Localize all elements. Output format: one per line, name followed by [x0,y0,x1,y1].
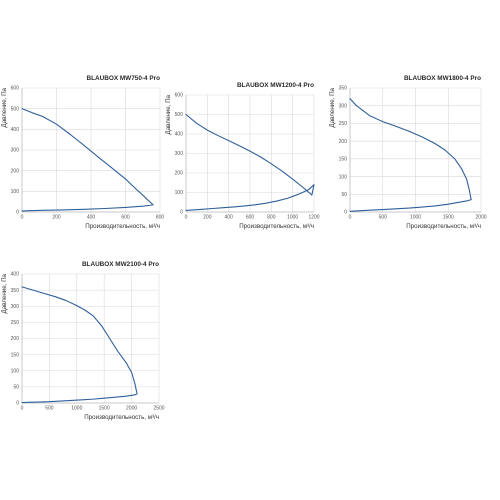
y-tick-label: 300 [11,304,20,310]
y-tick-label: 300 [11,148,20,154]
y-tick-label: 50 [341,192,347,198]
y-tick-label: 100 [11,368,20,374]
y-tick-label: 350 [11,288,20,294]
y-tick-label: 0 [180,210,183,216]
x-tick-label: 1500 [443,215,454,221]
y-tick-label: 200 [11,336,20,342]
y-tick-label: 300 [175,151,184,157]
y-tick-label: 0 [16,210,19,216]
chart-grid [349,87,482,213]
x-tick-label: 0 [21,215,24,221]
x-tick-label: 1000 [287,215,298,221]
chart-grid [21,87,161,213]
y-tick-label: 400 [11,272,20,278]
y-tick-label: 150 [11,352,20,358]
x-tick-label: 2000 [475,215,486,221]
x-tick-label: 1200 [308,215,319,221]
x-axis-title: Производительность, м³/ч [239,223,314,230]
y-axis-title: Давление, Па [1,273,8,313]
x-tick-label: 2000 [126,406,137,412]
y-tick-label: 350 [339,86,348,92]
y-tick-label: 200 [339,139,348,145]
x-tick-label: 1000 [71,406,82,412]
x-axis-title: Производительность, м³/ч [84,414,159,421]
y-tick-label: 250 [339,121,348,127]
chart-title: BLAUBOX MW1800-4 Pro [404,75,481,82]
y-axis-title: Давление, Па [329,87,336,127]
y-tick-label: 600 [11,86,20,92]
y-tick-label: 0 [16,401,19,407]
chart-3: 0 500 1000 1500 2000 0 50 100 150 200 250 300 350 BLA… [329,75,487,230]
x-tick-label: 500 [45,406,54,412]
y-tick-label: 600 [175,93,184,99]
chart-title: BLAUBOX MW1200-4 Pro [237,82,314,89]
y-tick-label: 100 [11,189,20,195]
y-tick-label: 0 [344,210,347,216]
chart-title: BLAUBOX MW750-4 Pro [86,75,160,82]
x-tick-label: 0 [21,406,24,412]
chart-grid [185,94,315,213]
y-tick-label: 500 [175,112,184,118]
x-tick-label: 400 [87,215,96,221]
y-tick-label: 200 [175,171,184,177]
series-line-1 [349,98,472,212]
x-tick-label: 600 [246,215,255,221]
y-axis-title: Давление, Па [1,87,8,127]
y-tick-label: 500 [11,106,20,112]
x-tick-label: 600 [121,215,130,221]
y-tick-label: 100 [175,190,184,196]
y-tick-label: 150 [339,157,348,163]
x-tick-label: 0 [349,215,352,221]
x-tick-label: 500 [379,215,388,221]
y-tick-label: 200 [11,168,20,174]
y-tick-label: 400 [11,127,20,133]
x-axis-title: Производительность, м³/ч [85,223,160,230]
x-tick-label: 800 [156,215,165,221]
y-tick-label: 250 [11,320,20,326]
y-tick-label: 50 [13,385,19,391]
y-axis-title: Давление, Па [165,94,172,134]
chart-4: 0 500 1000 1500 2000 2500 0 50 100 150 200 250 300 35… [1,261,165,421]
y-tick-label: 400 [175,132,184,138]
x-tick-label: 400 [224,215,233,221]
chart-2: 0 200 400 600 800 1000 1200 0 100 200 300 400 500 600… [165,82,320,230]
chart-title: BLAUBOX MW2100-4 Pro [82,261,159,268]
x-tick-label: 2500 [153,406,164,412]
series-line-1 [185,113,315,211]
chart-1: 0 200 400 600 800 0 100 200 300 400 500 600 BLAUBOX … [1,75,165,230]
x-tick-label: 0 [185,215,188,221]
x-axis-title: Производительность, м³/ч [406,223,481,230]
series-line-1 [21,286,138,404]
series-line-1 [21,108,154,212]
x-tick-label: 1000 [410,215,421,221]
y-tick-label: 100 [339,174,348,180]
y-tick-label: 300 [339,103,348,109]
x-tick-label: 1500 [99,406,110,412]
x-tick-label: 800 [267,215,276,221]
x-tick-label: 200 [203,215,212,221]
x-tick-label: 200 [52,215,61,221]
